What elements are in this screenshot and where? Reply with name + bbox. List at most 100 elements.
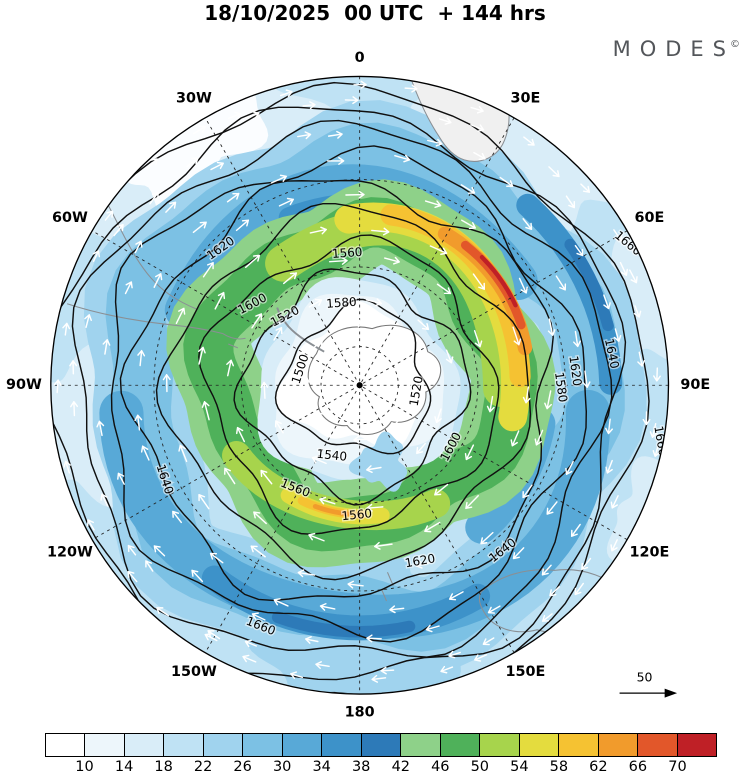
wind-arrow — [305, 636, 319, 644]
wind-reference-arrowhead — [664, 688, 678, 698]
wind-reference-label: 50 — [637, 670, 653, 685]
wind-arrow — [424, 521, 441, 533]
colorbar-cell — [203, 734, 244, 756]
wind-arrow — [236, 426, 245, 443]
wind-arrow — [226, 359, 234, 377]
colorbar-cell — [638, 734, 678, 756]
wind-arrow — [156, 607, 170, 617]
wind-arrow — [605, 459, 613, 474]
colorbar-tick: 58 — [549, 759, 569, 775]
wind-arrow — [415, 560, 433, 569]
wind-arrow — [522, 386, 531, 404]
wind-arrow — [302, 101, 316, 110]
wind-arrow — [191, 569, 204, 583]
wind-arrow — [619, 261, 628, 276]
colorbar-cell — [243, 734, 283, 756]
wind-arrow — [474, 654, 488, 662]
longitude-label: 120E — [629, 545, 669, 561]
latitude-circle — [153, 179, 566, 592]
wind-arrow — [134, 414, 143, 431]
wind-arrow — [365, 298, 382, 307]
wind-arrow — [251, 612, 266, 621]
wind-arrows — [53, 80, 661, 683]
wind-arrow — [649, 423, 658, 438]
wind-arrow — [175, 307, 186, 325]
height-contour — [110, 145, 588, 643]
wind-arrow — [565, 195, 576, 209]
wind-reference: 50 — [619, 670, 678, 698]
wind-arrow — [92, 250, 101, 262]
wind-arrow — [546, 501, 558, 515]
wind-arrow — [153, 545, 166, 557]
wind-arrow — [127, 570, 138, 583]
wind-arrow — [260, 381, 269, 399]
wind-arrow — [186, 157, 199, 168]
wind-arrow — [251, 313, 263, 329]
wind-arrow — [473, 330, 483, 348]
wind-arrow — [209, 552, 224, 564]
colorbar-tick: 46 — [431, 759, 450, 775]
wind-arrow — [424, 200, 442, 209]
south-america-west-coast — [66, 303, 223, 334]
copyright-icon: © — [730, 39, 740, 50]
wind-arrow — [84, 314, 92, 329]
wind-arrow — [308, 298, 323, 308]
wind-arrow — [427, 138, 443, 147]
colorbar-cell — [124, 734, 165, 756]
wind-arrow — [518, 277, 528, 294]
wind-arrow — [86, 519, 95, 531]
colorbar-cell — [164, 734, 204, 756]
wind-arrow — [309, 226, 327, 235]
latitude-circle — [240, 266, 479, 504]
height-contour — [233, 268, 472, 506]
wind-arrow — [353, 435, 368, 444]
wind-arrow — [273, 598, 289, 607]
wind-arrow — [226, 192, 240, 203]
wind-arrow — [637, 351, 646, 367]
colorbar — [45, 733, 717, 757]
wind-arrow — [62, 322, 71, 336]
wind-arrow — [278, 197, 294, 207]
wind-arrow — [227, 111, 242, 120]
wind-arrow — [486, 395, 495, 413]
wind-arrow — [374, 541, 393, 550]
wind-arrow — [434, 408, 442, 424]
wind-arrow — [244, 254, 261, 269]
wind-arrow — [204, 633, 218, 642]
colorbar-tick: 62 — [589, 759, 608, 775]
longitude-label: 90W — [6, 377, 42, 393]
wind-arrow — [134, 240, 143, 254]
colorbar-tick: 42 — [391, 759, 411, 775]
wind-arrow — [145, 560, 154, 572]
wind-arrow — [70, 400, 79, 417]
contour-label: 1520 — [407, 375, 426, 407]
wind-arrow — [246, 111, 260, 119]
wind-arrow — [210, 161, 224, 171]
contour-label: 1560 — [332, 245, 363, 261]
wind-arrow — [434, 483, 449, 496]
wind-arrow — [473, 151, 486, 161]
wind-arrow — [366, 634, 382, 643]
wind-arrow — [345, 190, 365, 199]
wind-arrow — [124, 281, 133, 295]
wind-arrow — [311, 338, 324, 350]
colorbar-tick: 50 — [470, 759, 490, 775]
wind-arrow — [522, 218, 533, 231]
wind-arrow — [436, 283, 452, 295]
wind-arrow — [297, 569, 316, 578]
colorbar-cell — [46, 734, 86, 756]
chart-title: 18/10/2025 00 UTC + 144 hrs — [204, 1, 546, 25]
wind-arrow — [290, 671, 303, 680]
colorbar-cell — [401, 734, 441, 756]
wind-arrow — [652, 443, 661, 457]
wind-arrow — [465, 495, 479, 510]
wind-arrow — [439, 117, 452, 125]
wind-arrow — [464, 444, 475, 461]
modes-logo-text: MODES — [612, 37, 735, 61]
wind-arrow — [104, 210, 114, 221]
wind-arrow — [53, 379, 62, 394]
wind-arrow — [279, 89, 293, 98]
wind-arrow — [482, 637, 495, 646]
wind-arrow — [574, 244, 584, 257]
wind-arrow — [416, 442, 426, 455]
